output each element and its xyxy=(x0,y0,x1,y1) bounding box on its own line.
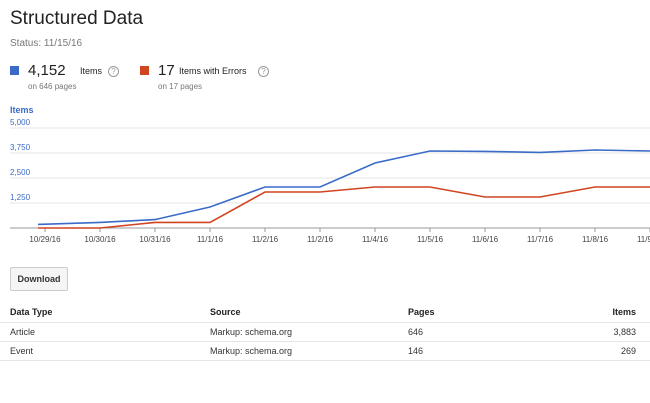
column-header-source[interactable]: Source xyxy=(210,302,408,323)
cell-data-type[interactable]: Event xyxy=(0,341,210,361)
x-tick-label: 10/29/16 xyxy=(29,235,61,244)
table-row[interactable]: Event Markup: schema.org 146 269 xyxy=(0,341,650,361)
errors-label: Items with Errors xyxy=(179,66,247,76)
x-tick-label: 10/30/16 xyxy=(84,235,116,244)
x-tick-label: 11/7/16 xyxy=(527,235,554,244)
cell-pages: 646 xyxy=(408,322,608,342)
y-tick-label: 3,750 xyxy=(10,143,31,152)
page-title: Structured Data xyxy=(10,8,144,29)
errors-pages: on 17 pages xyxy=(158,82,203,91)
cell-items: 269 xyxy=(608,341,650,361)
help-icon[interactable]: ? xyxy=(258,66,269,77)
x-tick-label: 11/8/16 xyxy=(582,235,609,244)
data-table: Data Type Source Pages Items Article Mar… xyxy=(0,302,650,361)
cell-pages: 146 xyxy=(408,341,608,361)
download-button[interactable]: Download xyxy=(10,267,68,291)
items-count: 4,152 xyxy=(28,62,66,79)
status-text: Status: 11/15/16 xyxy=(10,38,83,49)
errors-series-line xyxy=(38,186,650,229)
x-tick-label: 11/1/16 xyxy=(197,235,224,244)
x-tick-label: 11/9/16 xyxy=(637,235,650,244)
items-chart[interactable]: Items 5,000 3,750 2,500 1,250 10/29/16 10/30… xyxy=(0,100,650,250)
items-pages: on 646 pages xyxy=(28,82,77,91)
items-series-line xyxy=(37,149,650,226)
help-icon[interactable]: ? xyxy=(108,66,119,77)
cell-items: 3,883 xyxy=(608,322,650,342)
cell-data-type[interactable]: Article xyxy=(0,322,210,342)
x-tick-label: 11/2/16 xyxy=(307,235,334,244)
x-tick-label: 11/2/16 xyxy=(252,235,279,244)
y-tick-label: 5,000 xyxy=(10,118,31,127)
column-header-data-type[interactable]: Data Type xyxy=(0,302,210,323)
column-header-pages[interactable]: Pages xyxy=(408,302,608,323)
errors-count: 17 xyxy=(158,62,175,79)
x-tick-label: 11/5/16 xyxy=(417,235,444,244)
column-header-items[interactable]: Items xyxy=(608,302,650,323)
table-row[interactable]: Article Markup: schema.org 646 3,883 xyxy=(0,322,650,342)
x-tick-label: 11/6/16 xyxy=(472,235,499,244)
items-label: Items xyxy=(80,66,103,76)
table-header-row: Data Type Source Pages Items xyxy=(0,302,650,323)
cell-source: Markup: schema.org xyxy=(210,322,408,342)
items-legend-swatch xyxy=(10,66,19,75)
x-tick-label: 11/4/16 xyxy=(362,235,389,244)
y-tick-label: 1,250 xyxy=(10,193,31,202)
y-tick-label: 2,500 xyxy=(10,168,31,177)
cell-source: Markup: schema.org xyxy=(210,341,408,361)
errors-legend-swatch xyxy=(140,66,149,75)
y-axis-title: Items xyxy=(10,105,34,115)
x-tick-label: 10/31/16 xyxy=(139,235,171,244)
